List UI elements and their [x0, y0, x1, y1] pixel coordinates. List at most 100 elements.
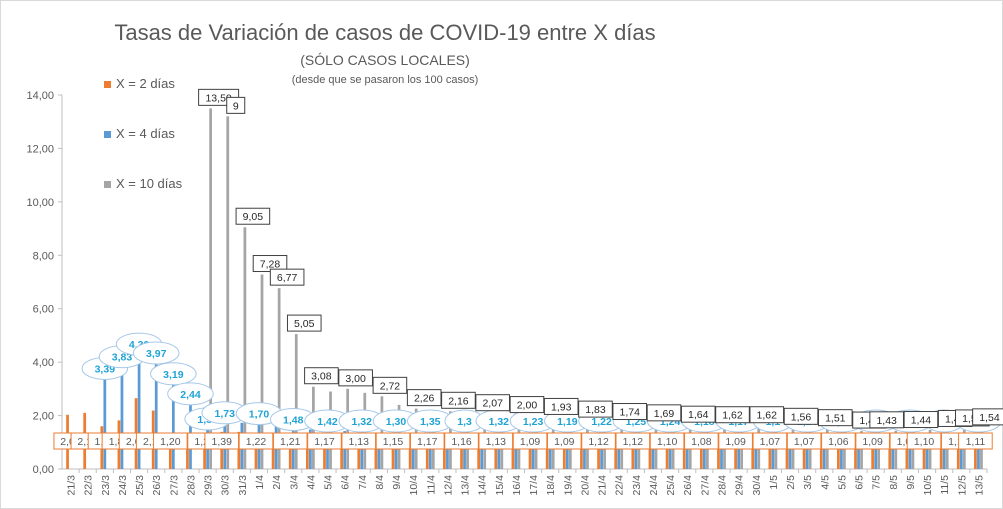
- data-label-box-0: [855, 432, 890, 450]
- x-tick-label: 12/4: [442, 475, 454, 496]
- data-label-0: 1,12: [588, 436, 609, 448]
- data-label-0: 1,16: [451, 436, 472, 448]
- x-tick-label: 5/4: [323, 475, 335, 490]
- bar-0: [871, 439, 875, 469]
- bar-1: [651, 435, 655, 469]
- data-label-2: 2,72: [380, 380, 401, 392]
- data-label-2: 3,00: [345, 373, 366, 385]
- bar-0: [580, 439, 583, 469]
- x-tick-label: 9/5: [905, 475, 917, 490]
- x-tick-label: 10/5: [922, 475, 934, 496]
- bar-2: [294, 334, 298, 469]
- x-tick-label: 7/4: [357, 475, 369, 490]
- x-tick-label: 11/5: [939, 475, 951, 495]
- bar-0: [682, 439, 686, 469]
- y-tick-label: 6,00: [33, 304, 54, 316]
- data-label-box-0: [547, 432, 582, 450]
- data-label-box-0: [958, 432, 993, 450]
- data-label-2: 1,69: [654, 408, 675, 420]
- bar-1: [959, 436, 963, 469]
- data-label-2: 3,08: [311, 371, 332, 383]
- x-tick-label: 6/5: [854, 475, 866, 490]
- data-label-box-1: [167, 382, 214, 406]
- x-tick-label: 27/3: [168, 475, 180, 496]
- bar-1: [154, 362, 158, 469]
- bar-1: [120, 366, 124, 469]
- data-label-box-2: [972, 408, 1003, 426]
- bar-0: [220, 431, 224, 469]
- bar-0: [648, 439, 652, 469]
- x-tick-label: 16/4: [511, 475, 523, 496]
- bar-1: [737, 437, 740, 469]
- bar-1: [925, 437, 929, 469]
- data-label-2: 6,77: [277, 272, 298, 284]
- x-tick-label: 21/4: [597, 475, 609, 496]
- data-label-box-0: [615, 432, 651, 450]
- bar-0: [819, 440, 823, 469]
- bar-0: [545, 439, 549, 469]
- bar-0: [323, 437, 326, 469]
- bar-0: [271, 436, 275, 469]
- x-tick-label: 23/4: [631, 475, 643, 496]
- bar-1: [720, 437, 723, 469]
- data-label-box-0: [375, 432, 411, 450]
- bar-1: [685, 435, 689, 469]
- x-tick-label: 7/5: [871, 475, 883, 490]
- data-label-box-2: [817, 409, 853, 427]
- legend-label-2: X = 10 días: [116, 176, 183, 191]
- bar-0: [288, 436, 292, 469]
- data-label-box-2: [441, 391, 476, 409]
- data-label-1: 1,48: [283, 414, 304, 426]
- bar-1: [428, 432, 432, 469]
- bar-1: [137, 354, 141, 469]
- x-tick-label: 4/5: [819, 475, 831, 490]
- x-tick-label: 18/4: [545, 475, 557, 496]
- x-tick-label: 9/4: [391, 475, 403, 490]
- data-label-box-2: [543, 397, 579, 415]
- bar-1: [857, 438, 860, 469]
- data-label-box-0: [307, 432, 342, 450]
- y-tick-label: 10,00: [26, 197, 54, 209]
- bar-0: [785, 440, 789, 469]
- bar-1: [326, 431, 329, 469]
- bar-0: [888, 439, 892, 469]
- data-label-box-0: [821, 432, 856, 450]
- x-tick-label: 8/4: [374, 475, 386, 490]
- data-label-box-1: [132, 341, 180, 365]
- x-tick-label: 3/4: [288, 475, 300, 490]
- data-label-box-2: [338, 369, 373, 387]
- x-tick-label: 1/5: [768, 475, 780, 490]
- bar-1: [377, 433, 381, 469]
- x-tick-label: 14/4: [477, 475, 489, 496]
- bar-1: [583, 437, 586, 469]
- bar-0: [511, 438, 515, 469]
- data-label-0: 1,11: [966, 436, 986, 448]
- data-label-box-1: [150, 362, 197, 386]
- bar-1: [103, 378, 107, 469]
- data-label-box-0: [906, 432, 942, 450]
- bar-1: [942, 436, 946, 469]
- data-label-1: 1,32: [352, 416, 373, 428]
- data-label-0: 1,06: [828, 436, 849, 448]
- bar-1: [702, 437, 706, 469]
- x-tick-label: 6/4: [340, 475, 352, 490]
- bar-1: [531, 436, 535, 469]
- bar-1: [600, 436, 603, 469]
- x-tick-label: 31/3: [237, 475, 249, 496]
- x-tick-label: 23/3: [100, 475, 112, 496]
- x-tick-label: 22/3: [83, 475, 95, 496]
- bar-0: [768, 440, 772, 469]
- bar-1: [171, 383, 175, 469]
- data-label-2: 1,93: [551, 401, 572, 413]
- x-tick-label: 15/4: [494, 475, 506, 496]
- data-label-box-2: [269, 268, 305, 286]
- x-tick-label: 26/3: [151, 475, 163, 496]
- x-tick-label: 30/4: [751, 475, 763, 496]
- data-label-box-2: [406, 389, 442, 407]
- data-label-2: 5,05: [294, 318, 315, 330]
- data-label-0: 1,21: [280, 436, 301, 448]
- bar-0: [734, 439, 737, 469]
- data-label-2: 1,51: [825, 413, 846, 425]
- data-label-2: 9: [233, 100, 239, 112]
- legend-label-1: X = 4 días: [116, 126, 175, 141]
